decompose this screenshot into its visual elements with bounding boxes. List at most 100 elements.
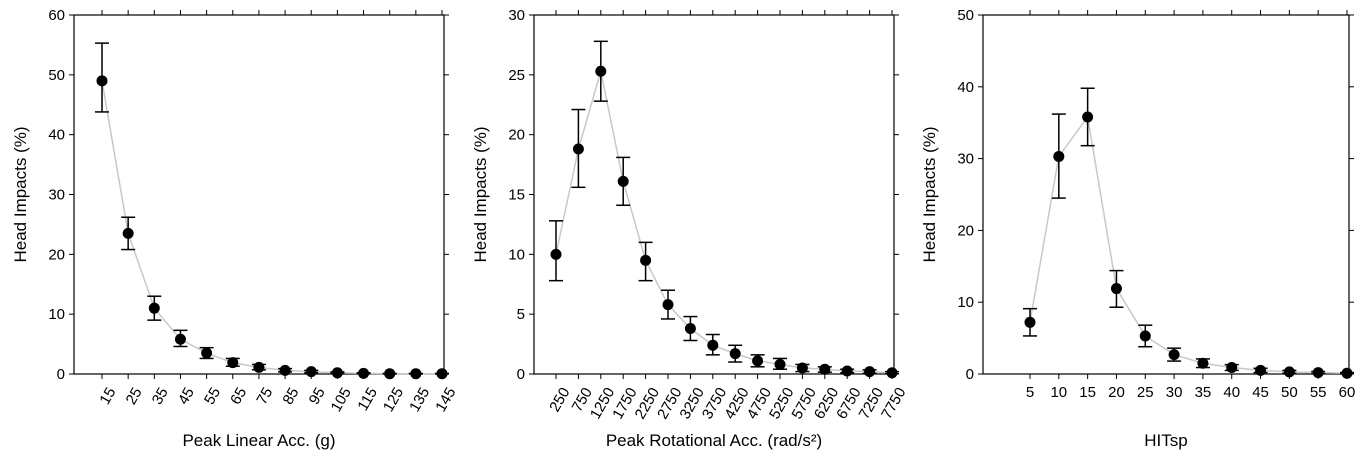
data-point (640, 254, 652, 266)
data-point (358, 367, 370, 379)
x-tick-label: 15 (96, 385, 119, 408)
series-line (555, 71, 893, 374)
data-point (841, 365, 853, 377)
data-point (662, 299, 674, 311)
y-axis-label: Head Impacts (%) (471, 126, 490, 262)
y-tick-label: 50 (957, 7, 974, 24)
x-tick-label: 50 (1281, 384, 1298, 401)
x-tick-label: 95 (306, 385, 329, 408)
data-point (1024, 316, 1036, 328)
data-point (436, 368, 448, 380)
x-axis-label: HITsp (1144, 431, 1187, 450)
y-tick-label: 40 (48, 127, 65, 144)
y-tick-label: 30 (48, 187, 65, 204)
data-point (1082, 111, 1094, 123)
y-tick-label: 0 (517, 366, 525, 383)
series-line (1029, 115, 1348, 375)
x-tick-label: 10 (1050, 384, 1067, 401)
x-tick-label: 105 (328, 385, 355, 415)
data-point (1168, 349, 1180, 361)
data-point (1341, 367, 1353, 379)
data-point (1283, 366, 1295, 378)
data-point (279, 364, 291, 376)
x-axis-label: Peak Linear Acc. (g) (182, 431, 335, 450)
y-tick-label: 20 (957, 222, 974, 239)
x-tick-label: 25 (1137, 384, 1154, 401)
x-tick-label: 35 (149, 385, 172, 408)
data-point (1226, 362, 1238, 374)
plot-frame (73, 14, 445, 375)
data-point (774, 358, 786, 370)
data-point (253, 361, 265, 373)
x-tick-label: 5 (1026, 384, 1034, 401)
data-point (864, 366, 876, 378)
x-tick-label: 115 (354, 385, 381, 414)
data-point (886, 367, 898, 379)
data-point (305, 366, 317, 378)
y-tick-label: 50 (48, 67, 65, 84)
data-point (201, 347, 213, 359)
data-point (796, 362, 808, 374)
data-point (331, 367, 343, 379)
x-tick-label: 30 (1166, 384, 1183, 401)
x-tick-label: 145 (432, 385, 459, 415)
x-tick-label: 85 (279, 385, 302, 408)
x-axis-label: Peak Rotational Acc. (rad/s²) (606, 431, 822, 450)
x-tick-label: 7750 (878, 385, 909, 422)
plot-frame (982, 14, 1350, 375)
data-point (1312, 367, 1324, 379)
data-point (617, 175, 629, 187)
chart-panel-3: 0 10 20 30 40 50 5 10 15 20 25 30 35 40 45 50 55 60 HITsp H… (920, 7, 1355, 450)
data-point (572, 143, 584, 155)
x-tick-label: 40 (1223, 384, 1240, 401)
x-tick-label: 125 (380, 385, 407, 415)
data-point (1110, 283, 1122, 295)
y-tick-label: 30 (508, 7, 525, 24)
y-axis-label: Head Impacts (%) (11, 126, 30, 262)
y-tick-label: 10 (957, 294, 974, 311)
x-tick-label: 25 (123, 385, 146, 408)
x-tick-label: 75 (253, 385, 276, 408)
y-tick-label: 60 (48, 7, 65, 24)
y-axis-label: Head Impacts (%) (920, 126, 939, 262)
data-point (819, 363, 831, 375)
y-tick-label: 20 (48, 246, 65, 263)
data-point (227, 357, 239, 369)
data-point (96, 75, 108, 87)
y-tick-label: 40 (957, 79, 974, 96)
x-tick-label: 15 (1079, 384, 1096, 401)
data-point (122, 227, 134, 239)
x-tick-label: 20 (1108, 384, 1125, 401)
x-tick-label: 250 (546, 385, 573, 415)
data-point (707, 339, 719, 351)
x-tick-label: 35 (1195, 384, 1212, 401)
data-point (384, 368, 396, 380)
x-tick-label: 45 (175, 385, 198, 408)
data-point (595, 65, 607, 77)
data-point (1197, 357, 1209, 369)
data-point (729, 348, 741, 360)
x-tick-label: 45 (1252, 384, 1269, 401)
y-tick-label: 30 (957, 151, 974, 168)
x-tick-label: 135 (406, 385, 433, 415)
series-line (101, 80, 442, 375)
data-point (148, 302, 160, 314)
y-tick-label: 10 (508, 246, 525, 263)
data-point (1053, 150, 1065, 162)
plot-frame (533, 14, 895, 375)
y-tick-label: 5 (517, 306, 525, 323)
x-tick-label: 55 (1310, 384, 1327, 401)
x-tick-label: 65 (227, 385, 250, 408)
chart-panel-2: 0510152025302507501250175022502750325037… (471, 7, 909, 450)
data-point (752, 355, 764, 367)
data-point (174, 333, 186, 345)
data-point (550, 248, 562, 260)
y-tick-label: 10 (48, 306, 65, 323)
y-tick-label: 25 (508, 67, 525, 84)
data-point (1139, 330, 1151, 342)
data-point (410, 368, 422, 380)
x-tick-label: 55 (201, 385, 224, 408)
y-tick-label: 0 (57, 366, 65, 383)
